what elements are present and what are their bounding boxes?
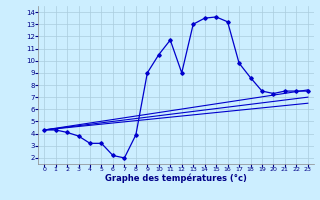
- X-axis label: Graphe des températures (°c): Graphe des températures (°c): [105, 174, 247, 183]
